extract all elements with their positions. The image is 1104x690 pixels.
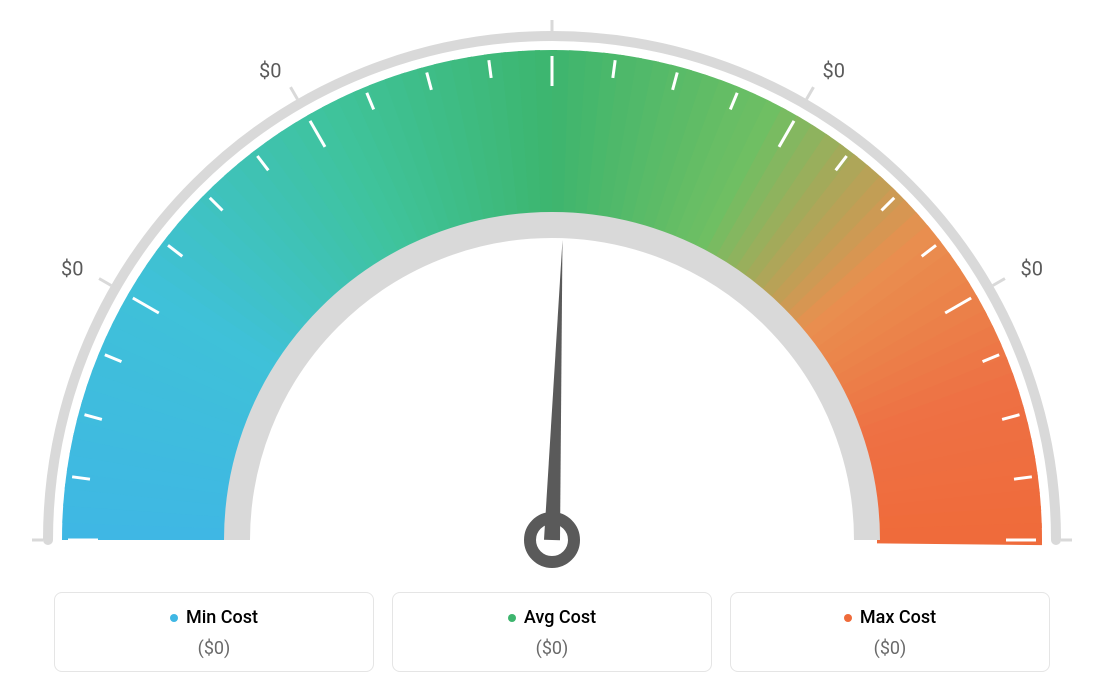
legend-title-max: Max Cost xyxy=(844,607,936,628)
legend-title-avg: Avg Cost xyxy=(508,607,596,628)
cost-gauge: $0$0$0$0$0$0$0 xyxy=(32,20,1072,580)
legend-card-avg: Avg Cost ($0) xyxy=(392,592,712,673)
legend-row: Min Cost ($0) Avg Cost ($0) Max Cost ($0… xyxy=(0,592,1104,673)
svg-text:$0: $0 xyxy=(61,257,83,281)
legend-value-max: ($0) xyxy=(741,638,1039,659)
legend-card-max: Max Cost ($0) xyxy=(730,592,1050,673)
gauge-svg: $0$0$0$0$0$0$0 xyxy=(32,20,1072,580)
legend-dot-min xyxy=(170,614,178,622)
legend-value-avg: ($0) xyxy=(403,638,701,659)
legend-card-min: Min Cost ($0) xyxy=(54,592,374,673)
svg-text:$0: $0 xyxy=(823,58,845,82)
legend-label-max: Max Cost xyxy=(860,607,936,628)
legend-value-min: ($0) xyxy=(65,638,363,659)
svg-text:$0: $0 xyxy=(1021,257,1043,281)
legend-label-min: Min Cost xyxy=(186,607,258,628)
legend-dot-avg xyxy=(508,614,516,622)
legend-label-avg: Avg Cost xyxy=(524,607,596,628)
svg-text:$0: $0 xyxy=(259,58,281,82)
legend-title-min: Min Cost xyxy=(170,607,258,628)
legend-dot-max xyxy=(844,614,852,622)
